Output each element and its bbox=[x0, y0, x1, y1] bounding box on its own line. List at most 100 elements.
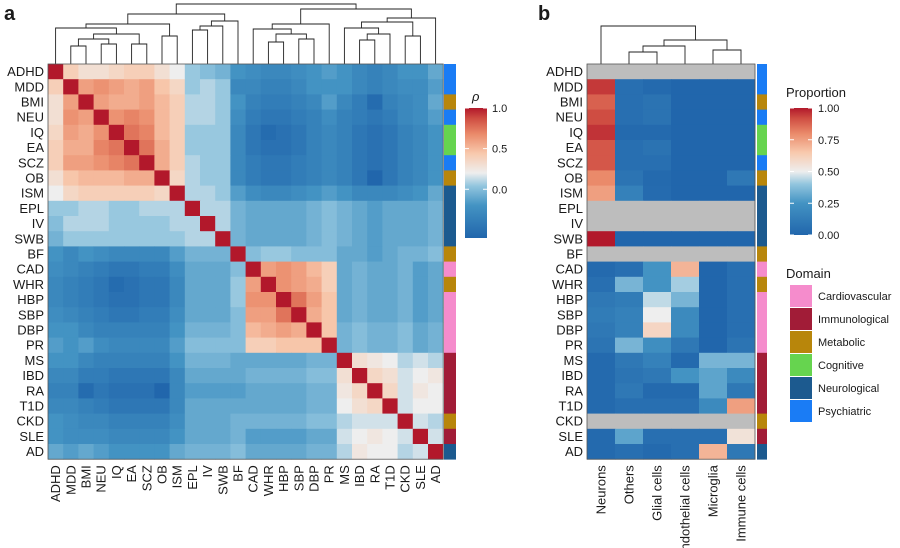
heatmap-a-cell bbox=[215, 398, 231, 414]
heatmap-a-cell bbox=[306, 261, 322, 278]
heatmap-a-cell bbox=[63, 428, 79, 445]
heatmap-b-cell bbox=[727, 140, 756, 156]
heatmap-a-cell bbox=[367, 292, 383, 308]
heatmap-a-cell bbox=[245, 276, 262, 293]
heatmap-a-cell bbox=[276, 64, 292, 80]
heatmap-a-cell bbox=[108, 398, 125, 414]
heatmap-a-cell bbox=[169, 352, 186, 369]
heatmap-b-cell bbox=[615, 64, 644, 80]
heatmap-a-cell bbox=[139, 79, 155, 95]
heatmap-a-cell bbox=[412, 337, 429, 354]
heatmap-a-cell bbox=[428, 200, 444, 217]
heatmap-a-cell bbox=[63, 261, 79, 278]
heatmap-b-cell bbox=[727, 337, 756, 354]
heatmap-a-cell bbox=[139, 94, 155, 110]
row-label-a: MS bbox=[25, 353, 45, 368]
domain-strip-a-cell bbox=[444, 64, 456, 80]
panel-a-row-labels: ADHDMDDBMINEUIQEASCZOBISMEPLIVSWBBFCADWH… bbox=[7, 64, 44, 459]
heatmap-a-cell bbox=[78, 155, 94, 171]
heatmap-a-cell bbox=[48, 413, 64, 430]
legend-swatch bbox=[790, 285, 812, 307]
legend-swatch bbox=[790, 308, 812, 330]
domain-legend: Domain Cardiovascular Immunological Metabo… bbox=[786, 266, 892, 422]
heatmap-a-cell bbox=[48, 140, 64, 156]
heatmap-a-cell bbox=[276, 352, 292, 369]
heatmap-a-cell bbox=[200, 155, 216, 171]
heatmap-b-cell bbox=[699, 368, 728, 384]
heatmap-b-cell bbox=[643, 352, 672, 369]
domain-strip-a-cell bbox=[444, 292, 456, 308]
heatmap-a-cell bbox=[352, 246, 368, 262]
heatmap-a-cell bbox=[124, 200, 140, 217]
row-label-b: T1D bbox=[558, 399, 583, 414]
heatmap-a-cell bbox=[245, 64, 262, 80]
heatmap-b-cell bbox=[699, 428, 728, 445]
heatmap-b-cell bbox=[671, 124, 700, 141]
heatmap-a-cell bbox=[412, 124, 429, 141]
heatmap-b-cell bbox=[671, 94, 700, 110]
heatmap-a-cell bbox=[184, 276, 201, 293]
heatmap-a-cell bbox=[230, 428, 246, 445]
heatmap-a-cell bbox=[154, 444, 170, 460]
heatmap-b-cell bbox=[671, 200, 700, 217]
heatmap-b-cell bbox=[615, 307, 644, 323]
colorbar-proportion-tick: 0.25 bbox=[818, 198, 839, 210]
heatmap-a-cell bbox=[108, 428, 125, 445]
heatmap-a-cell bbox=[230, 413, 246, 430]
heatmap-a-cell bbox=[321, 140, 338, 156]
heatmap-a-cell bbox=[93, 337, 110, 354]
heatmap-a-cell bbox=[352, 185, 368, 202]
heatmap-a-cell bbox=[397, 200, 414, 217]
row-label-b: ADHD bbox=[546, 64, 583, 79]
dendrogram-link bbox=[343, 27, 380, 64]
heatmap-a-cell bbox=[139, 337, 155, 354]
heatmap-a-cell bbox=[382, 337, 398, 354]
heatmap-a-cell bbox=[276, 368, 292, 384]
heatmap-a-cell bbox=[352, 322, 368, 338]
heatmap-a-cell bbox=[276, 292, 292, 308]
heatmap-a-cell bbox=[321, 79, 338, 95]
heatmap-a-cell bbox=[291, 200, 307, 217]
heatmap-a-cell bbox=[291, 246, 307, 262]
heatmap-b-cell bbox=[699, 398, 728, 414]
dendrogram-link bbox=[131, 43, 148, 64]
heatmap-a-cell bbox=[412, 94, 429, 110]
heatmap-a-cell bbox=[78, 398, 94, 414]
column-label-a: HBP bbox=[276, 465, 291, 492]
heatmap-a-cell bbox=[276, 200, 292, 217]
heatmap-b-cell bbox=[699, 185, 728, 202]
domain-strip-b-cell bbox=[757, 64, 767, 80]
heatmap-a-cell bbox=[367, 337, 383, 354]
heatmap-b-cell bbox=[699, 170, 728, 186]
panel-b-dendrogram bbox=[600, 25, 742, 64]
heatmap-a-cell bbox=[124, 276, 140, 293]
heatmap-a-cell bbox=[412, 428, 429, 445]
heatmap-a-cell bbox=[367, 261, 383, 278]
heatmap-a-cell bbox=[154, 292, 170, 308]
heatmap-a-cell bbox=[245, 383, 262, 399]
heatmap-a-cell bbox=[276, 383, 292, 399]
heatmap-a-cell bbox=[352, 109, 368, 126]
row-label-a: PR bbox=[26, 338, 44, 353]
heatmap-a-cell bbox=[108, 337, 125, 354]
heatmap-b-cell bbox=[643, 261, 672, 278]
domain-strip-b-cell bbox=[757, 155, 767, 171]
heatmap-a-cell bbox=[124, 444, 140, 460]
heatmap-a-cell bbox=[124, 94, 140, 110]
column-label-a: BMI bbox=[79, 465, 94, 488]
column-label-a: AD bbox=[428, 465, 443, 483]
legend-label: Cardiovascular bbox=[818, 291, 892, 303]
heatmap-a-cell bbox=[78, 368, 94, 384]
dendrogram-link bbox=[127, 13, 226, 24]
heatmap-b-cell bbox=[671, 368, 700, 384]
heatmap-a-cell bbox=[154, 398, 170, 414]
row-label-a: EPL bbox=[19, 201, 44, 216]
heatmap-a-cell bbox=[154, 170, 170, 186]
heatmap-a-cell bbox=[321, 368, 338, 384]
domain-strip-a-cell bbox=[444, 444, 456, 460]
heatmap-a-cell bbox=[78, 64, 94, 80]
heatmap-a-cell bbox=[428, 276, 444, 293]
row-label-b: OB bbox=[564, 171, 583, 186]
dendrogram-link bbox=[275, 33, 307, 42]
heatmap-a-cell bbox=[260, 276, 277, 293]
